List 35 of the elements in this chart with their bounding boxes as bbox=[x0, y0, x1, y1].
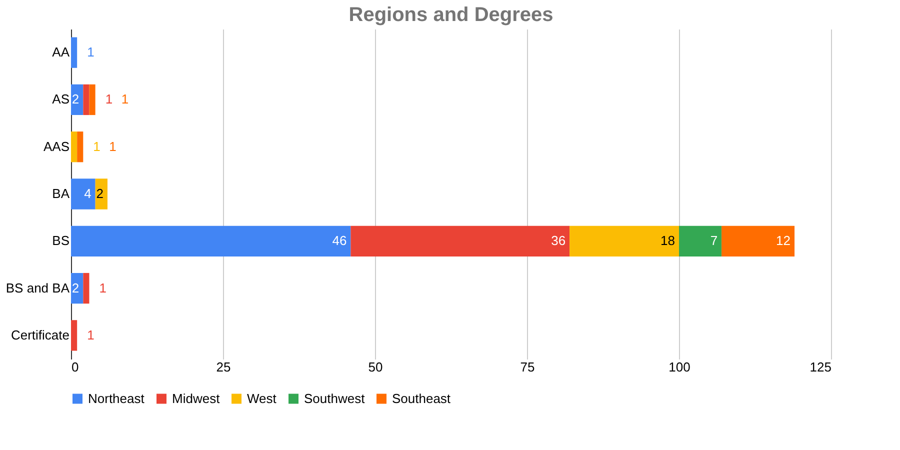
x-tick-label: 100 bbox=[668, 360, 690, 374]
legend-label: Southwest bbox=[304, 390, 366, 406]
x-tick-label: 50 bbox=[368, 360, 383, 374]
data-label: 2 bbox=[96, 186, 104, 201]
x-tick-label: 125 bbox=[810, 360, 832, 374]
y-tick-label: BS and BA bbox=[6, 280, 70, 296]
data-label: 12 bbox=[776, 233, 791, 248]
data-label: 1 bbox=[121, 92, 129, 107]
legend-label: West bbox=[247, 390, 277, 406]
y-tick-label: Certificate bbox=[10, 327, 70, 342]
data-label: 46 bbox=[332, 233, 347, 248]
data-label: 4 bbox=[84, 186, 92, 201]
data-label: 1 bbox=[105, 92, 113, 107]
y-tick-label: AA bbox=[52, 44, 70, 60]
x-tick-label: 75 bbox=[520, 360, 535, 374]
x-tick-label: 25 bbox=[216, 360, 231, 374]
data-label: 1 bbox=[87, 44, 94, 60]
data-label: 1 bbox=[109, 138, 116, 154]
data-label: 2 bbox=[72, 280, 80, 296]
x-tick-label: 0 bbox=[72, 360, 79, 374]
data-label: 1 bbox=[99, 280, 106, 296]
y-tick-label: AS bbox=[52, 92, 70, 107]
legend-label: Midwest bbox=[172, 390, 220, 406]
data-label: 7 bbox=[710, 233, 718, 248]
y-tick-label: AAS bbox=[43, 138, 70, 154]
data-label: 18 bbox=[660, 233, 675, 248]
legend-label: Northeast bbox=[88, 390, 145, 406]
legend-label: Southeast bbox=[392, 390, 451, 406]
data-label: 2 bbox=[72, 92, 80, 107]
chart-title: Regions and Degrees bbox=[348, 4, 554, 26]
data-label: 1 bbox=[93, 138, 100, 154]
y-tick-label: BA bbox=[52, 186, 70, 201]
y-tick-label: BS bbox=[52, 233, 70, 248]
data-label: 1 bbox=[87, 327, 94, 342]
data-label: 36 bbox=[551, 233, 566, 248]
